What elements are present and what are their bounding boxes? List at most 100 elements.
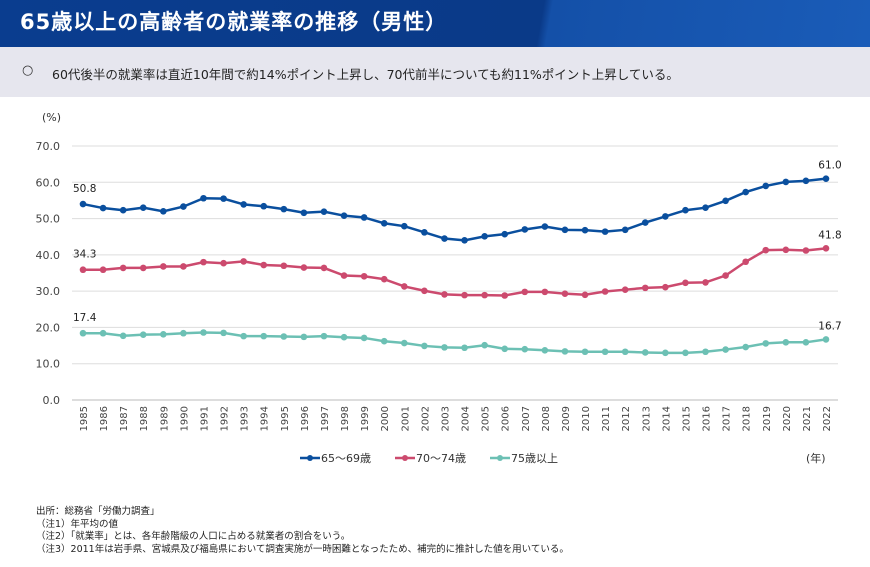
legend-marker [402, 455, 408, 461]
data-point [782, 246, 790, 254]
data-point [240, 332, 247, 340]
data-point [280, 205, 288, 213]
end-data-label: 61.0 [818, 160, 841, 172]
y-tick-label: 30.0 [36, 285, 61, 298]
data-point [521, 226, 529, 233]
series-line [82, 177, 827, 242]
x-tick-label: 1987 [119, 406, 130, 431]
data-point [79, 200, 87, 208]
data-point [461, 344, 468, 352]
data-point [220, 195, 227, 202]
data-point [541, 288, 549, 296]
bullet-circle-icon: ○ [22, 63, 34, 78]
data-point [260, 202, 268, 210]
data-point [200, 329, 207, 336]
data-point [160, 331, 167, 338]
x-tick-label: 2006 [501, 406, 512, 431]
data-point [441, 344, 448, 351]
data-point [702, 204, 709, 211]
data-point [621, 286, 629, 293]
x-tick-label: 2014 [661, 406, 672, 431]
x-tick-label: 1985 [79, 406, 90, 431]
data-point [762, 182, 770, 190]
data-point [481, 341, 488, 349]
note-3: （注3）2011年は岩手県、宮城県及び福島県において調査実施が一時困難となったた… [36, 543, 569, 555]
x-tick-label: 2019 [762, 406, 773, 431]
data-point [742, 188, 749, 196]
data-point [601, 228, 609, 235]
data-point [360, 272, 368, 280]
data-point [340, 333, 348, 341]
data-point [641, 284, 649, 292]
data-point [742, 343, 749, 351]
y-tick-label: 10.0 [36, 358, 61, 371]
data-point [581, 226, 589, 234]
data-point [119, 332, 127, 340]
data-point [400, 339, 408, 347]
data-point [180, 263, 187, 270]
x-tick-label: 2017 [722, 406, 733, 431]
data-point [200, 258, 207, 266]
x-tick-label: 1996 [300, 406, 311, 431]
source-note: 出所：総務省「労働力調査」 [36, 506, 160, 517]
data-point [340, 272, 348, 279]
data-point [742, 258, 749, 266]
data-point [702, 279, 709, 286]
x-tick-label: 2009 [561, 406, 572, 431]
data-point [621, 348, 629, 356]
data-point [380, 275, 388, 283]
y-tick-label: 20.0 [36, 321, 61, 334]
data-point [461, 291, 468, 299]
data-point [139, 331, 147, 338]
x-tick-label: 1997 [320, 406, 331, 431]
x-tick-label: 1986 [99, 406, 110, 431]
data-point [822, 336, 830, 343]
data-point [260, 332, 268, 340]
data-point [601, 288, 609, 295]
series-line [83, 247, 827, 297]
data-point [400, 222, 408, 230]
data-point [802, 339, 810, 346]
data-point [220, 259, 227, 267]
data-point [360, 214, 368, 221]
data-point [340, 212, 348, 219]
y-tick-label: 60.0 [36, 176, 61, 189]
y-tick-label: 50.0 [36, 213, 61, 226]
start-data-label: 50.8 [73, 183, 96, 195]
x-tick-label: 1995 [280, 406, 291, 431]
legend-marker [307, 455, 313, 461]
data-point [541, 223, 549, 230]
summary-band: ○ 60代後半の就業率は直近10年間で約14%ポイント上昇し、70代前半について… [0, 47, 870, 97]
data-point [240, 201, 247, 208]
data-point [782, 339, 790, 346]
x-tick-label: 1988 [139, 406, 150, 431]
end-data-label: 16.7 [818, 320, 841, 332]
header-banner: 65歳以上の高齢者の就業率の推移（男性） [0, 0, 870, 47]
footnotes: 出所：総務省「労働力調査」 （注1）年平均の値 （注2）「就業率」とは、各年齢階… [36, 506, 569, 556]
data-point [441, 235, 448, 242]
data-point [280, 333, 288, 340]
data-point [320, 208, 328, 215]
data-point [682, 349, 689, 357]
data-point [320, 264, 328, 272]
data-point [200, 194, 207, 202]
data-point [300, 264, 308, 271]
x-tick-label: 1992 [220, 406, 231, 431]
legend-label: 70〜74歳 [416, 452, 466, 465]
x-tick-label: 2012 [621, 406, 632, 431]
x-tick-label: 1991 [199, 406, 210, 431]
data-point [541, 346, 549, 354]
note-1: （注1）年平均の値 [36, 518, 119, 530]
data-point [79, 266, 87, 274]
legend-label: 65〜69歳 [321, 452, 371, 465]
summary-text: 60代後半の就業率は直近10年間で約14%ポイント上昇し、70代前半についても約… [52, 67, 679, 82]
data-point [561, 290, 569, 297]
data-point [380, 219, 388, 227]
x-tick-label: 2015 [681, 406, 692, 431]
series-line [83, 331, 827, 355]
end-data-label: 41.8 [818, 229, 841, 241]
data-point [300, 333, 308, 341]
data-point [320, 332, 328, 340]
data-point [380, 337, 388, 345]
data-point [99, 329, 107, 337]
